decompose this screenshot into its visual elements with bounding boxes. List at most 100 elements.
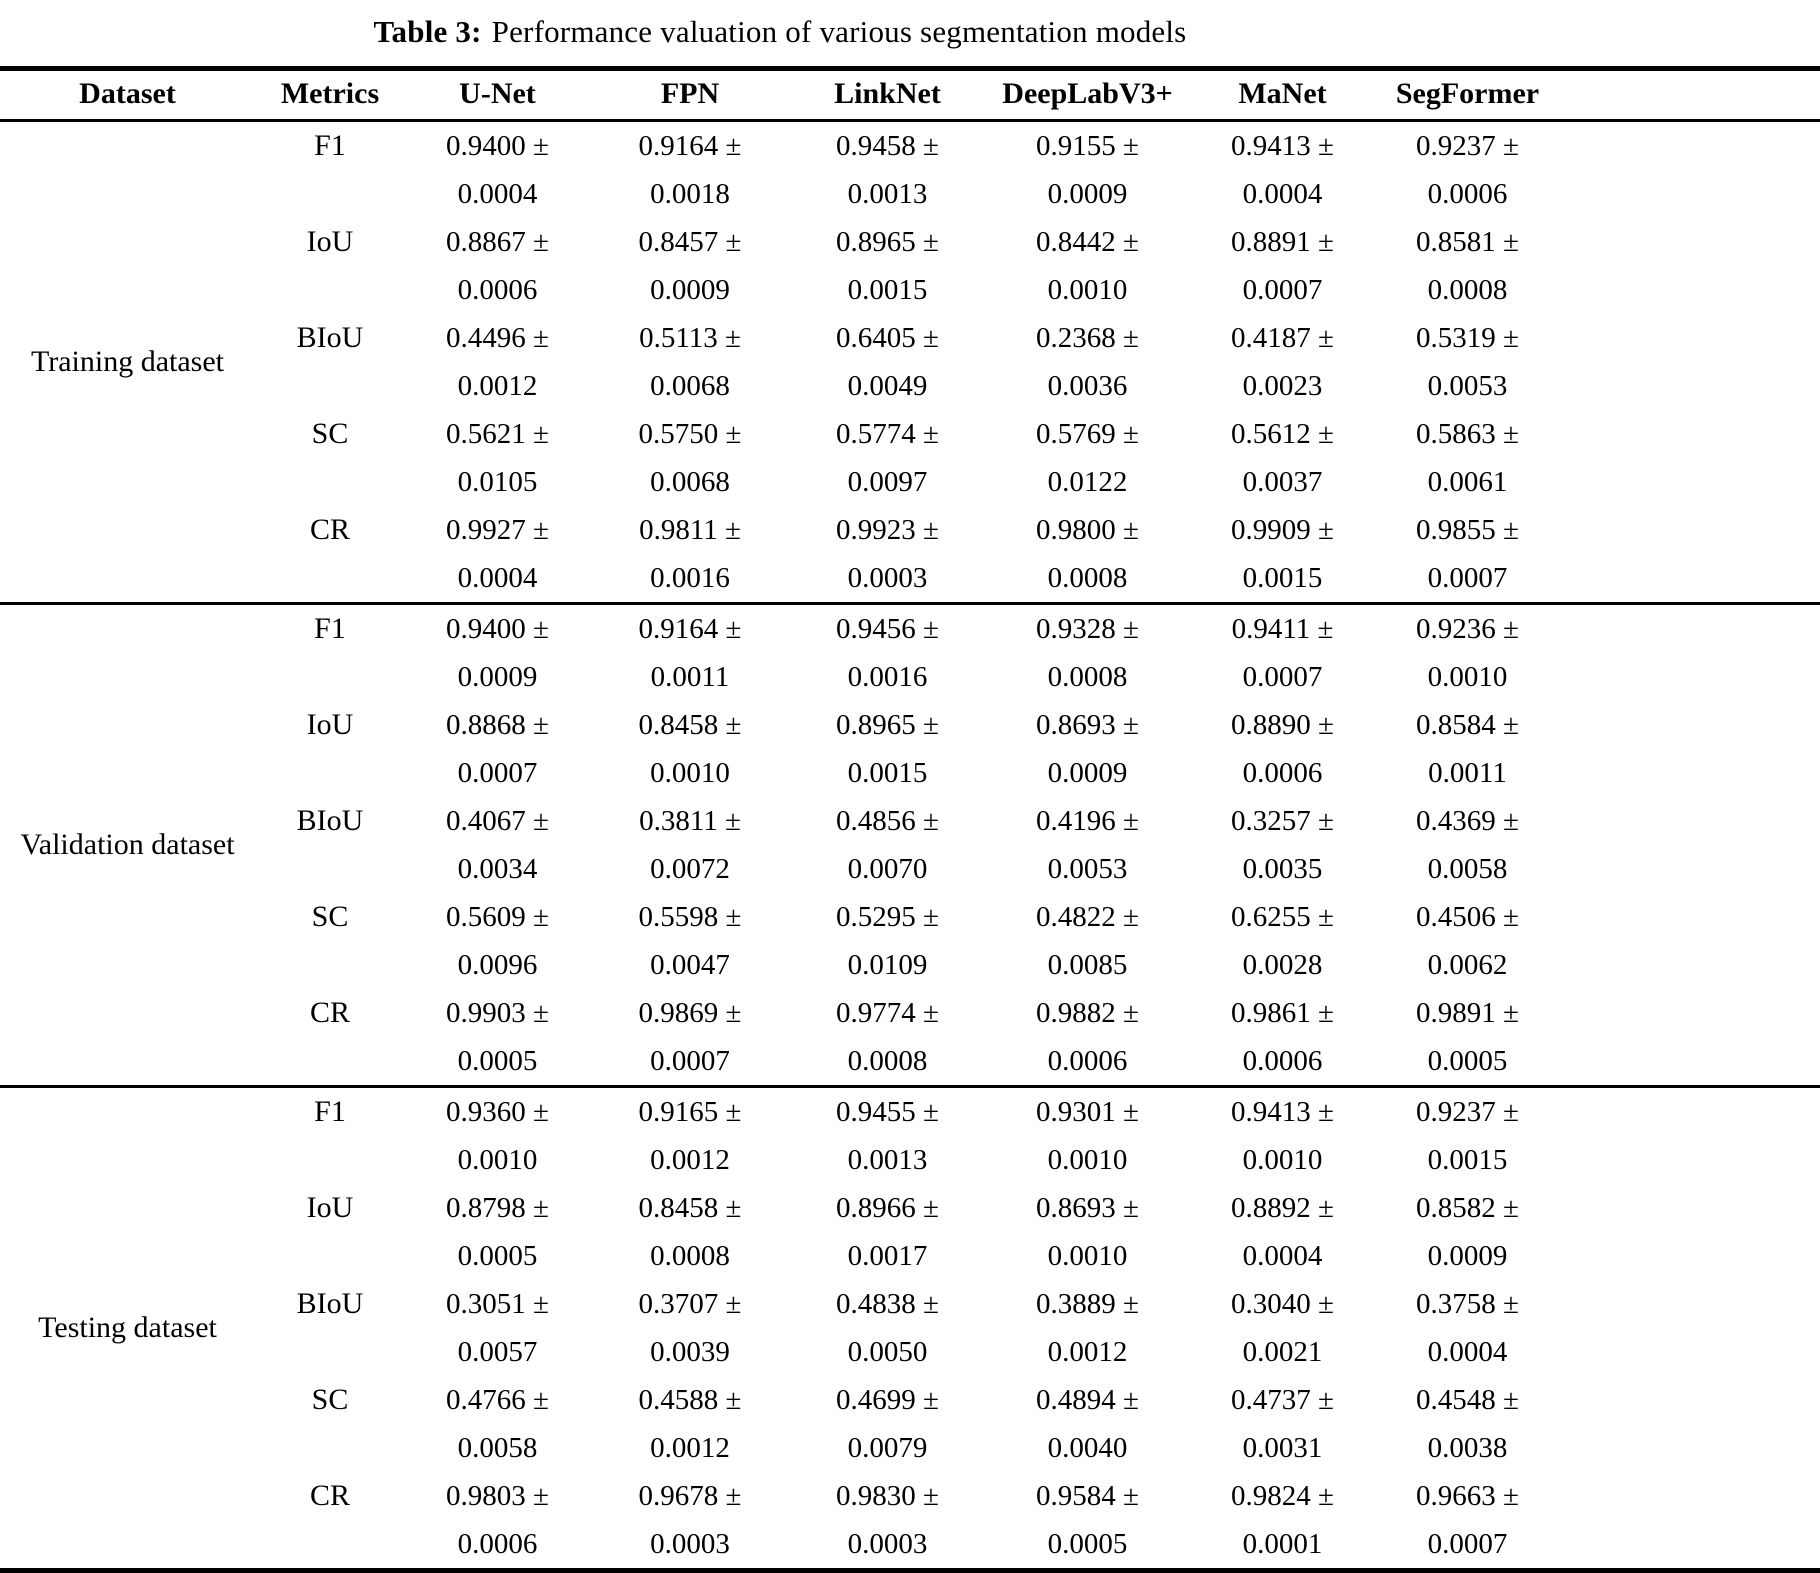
value-cell: 0.8966 ±0.0017 bbox=[790, 1184, 985, 1280]
value-line: 0.9400 ± bbox=[405, 122, 590, 170]
value-cell: 0.9861 ±0.0006 bbox=[1190, 989, 1375, 1087]
value-cell: 0.9774 ±0.0008 bbox=[790, 989, 985, 1087]
plus-minus-sign: ± bbox=[1318, 1096, 1334, 1128]
value-line: 0.9774 ± bbox=[790, 989, 985, 1037]
value-cell: 0.8457 ± 0.0009 bbox=[590, 218, 790, 314]
metric-value: 0.9882 bbox=[1036, 997, 1116, 1029]
metric-error: 0.0010 bbox=[650, 757, 730, 789]
plus-minus-sign: ± bbox=[725, 1384, 742, 1416]
value-line: 0.8798 ± bbox=[405, 1184, 590, 1232]
plus-minus-sign: ± bbox=[1503, 1192, 1519, 1224]
value-line: 0.8584 ± bbox=[1375, 701, 1560, 749]
metric-error: 0.0031 bbox=[1242, 1432, 1323, 1464]
metric-value: 0.4496 bbox=[446, 322, 526, 354]
value-cell: 0.5774 ±0.0097 bbox=[790, 410, 985, 506]
value-line: 0.8457 ± bbox=[590, 218, 790, 266]
plus-minus-sign: ± bbox=[923, 613, 939, 645]
table-row: CR 0.9803 ±0.0006 0.9678 ±0.0003 0.9830 ±0.… bbox=[0, 1472, 1820, 1571]
value-cell: 0.9923 ±0.0003 bbox=[790, 506, 985, 604]
value-cell: 0.9400 ± 0.0004 bbox=[405, 121, 590, 219]
value-cell: 0.9236 ±0.0010 bbox=[1375, 604, 1560, 702]
plus-minus-sign: ± bbox=[1317, 613, 1334, 645]
value-cell: 0.5609 ±0.0096 bbox=[405, 893, 590, 989]
metric-value: 0.4699 bbox=[836, 1384, 916, 1416]
plus-minus-sign: ± bbox=[725, 226, 742, 258]
metric-error: 0.0006 bbox=[1047, 1045, 1128, 1077]
metric-value: 0.8868 bbox=[446, 709, 526, 741]
metric-value: 0.4187 bbox=[1231, 322, 1311, 354]
metric-value: 0.9413 bbox=[1231, 1096, 1311, 1128]
spacer-cell bbox=[1560, 989, 1820, 1087]
table-row: CR 0.9903 ±0.0005 0.9869 ±0.0007 0.9774 ±0.… bbox=[0, 989, 1820, 1087]
metric-value: 0.9774 bbox=[836, 997, 916, 1029]
metric-value: 0.5863 bbox=[1416, 418, 1496, 450]
metric-error: 0.0012 bbox=[1047, 1336, 1128, 1368]
plus-minus-sign: ± bbox=[923, 1288, 939, 1320]
metric-error: 0.0009 bbox=[650, 274, 730, 306]
value-line: 0.8458 ± bbox=[590, 701, 790, 749]
metric-error: 0.0007 bbox=[650, 1045, 730, 1077]
metric-error: 0.0008 bbox=[1047, 661, 1128, 693]
value-line: 0.4067 ± bbox=[405, 797, 590, 845]
plus-minus-sign: ± bbox=[923, 226, 939, 258]
spacer-cell bbox=[1560, 1184, 1820, 1280]
metric-value: 0.8965 bbox=[836, 709, 916, 741]
metric-label: F1 bbox=[314, 1095, 346, 1128]
metric-error: 0.0008 bbox=[650, 1240, 730, 1272]
metric-error: 0.0001 bbox=[1242, 1528, 1323, 1560]
metric-error: 0.0050 bbox=[847, 1336, 928, 1368]
metric-value: 0.9400 bbox=[446, 130, 526, 162]
plus-minus-sign: ± bbox=[1318, 418, 1334, 450]
metric-value: 0.9678 bbox=[638, 1480, 719, 1512]
metric-error: 0.0013 bbox=[847, 1144, 928, 1176]
value-line: 0.9400 ± bbox=[405, 605, 590, 653]
value-cell: 0.5295 ±0.0109 bbox=[790, 893, 985, 989]
metric-error: 0.0010 bbox=[1047, 1240, 1128, 1272]
metric-label: BIoU bbox=[296, 1287, 364, 1320]
metric-value: 0.9869 bbox=[638, 997, 719, 1029]
value-line: 0.9861 ± bbox=[1190, 989, 1375, 1037]
metric-label: BIoU bbox=[296, 804, 364, 837]
metric-error: 0.0007 bbox=[1427, 1528, 1508, 1560]
metric-error: 0.0023 bbox=[1242, 370, 1323, 402]
value-cell: 0.4196 ±0.0053 bbox=[985, 797, 1190, 893]
metric-error: 0.0004 bbox=[457, 178, 538, 210]
plus-minus-sign: ± bbox=[533, 805, 549, 837]
metric-value: 0.9237 bbox=[1416, 130, 1496, 162]
metric-label: SC bbox=[311, 417, 349, 450]
value-line: 0.9237 ± bbox=[1375, 122, 1560, 170]
plus-minus-sign: ± bbox=[725, 997, 742, 1029]
plus-minus-sign: ± bbox=[725, 130, 742, 162]
value-cell: 0.9165 ±0.0012 bbox=[590, 1087, 790, 1185]
value-cell: 0.8892 ±0.0004 bbox=[1190, 1184, 1375, 1280]
plus-minus-sign: ± bbox=[923, 1192, 939, 1224]
metric-value: 0.9458 bbox=[836, 130, 916, 162]
value-cell: 0.9678 ±0.0003 bbox=[590, 1472, 790, 1571]
metric-error: 0.0013 bbox=[847, 178, 928, 210]
metric-error: 0.0003 bbox=[650, 1528, 730, 1560]
spacer-cell bbox=[1560, 218, 1820, 314]
metric-error: 0.0015 bbox=[847, 274, 928, 306]
plus-minus-sign: ± bbox=[1503, 514, 1519, 546]
metric-value: 0.3889 bbox=[1036, 1288, 1116, 1320]
value-cell: 0.4369 ±0.0058 bbox=[1375, 797, 1560, 893]
metric-error: 0.0068 bbox=[650, 466, 730, 498]
plus-minus-sign: ± bbox=[1123, 613, 1139, 645]
metric-value: 0.4894 bbox=[1036, 1384, 1116, 1416]
column-header-segformer: SegFormer bbox=[1395, 77, 1540, 110]
metric-value: 0.9584 bbox=[1036, 1480, 1116, 1512]
plus-minus-sign: ± bbox=[533, 1480, 549, 1512]
metric-value: 0.6255 bbox=[1231, 901, 1311, 933]
metric-error: 0.0006 bbox=[457, 1528, 538, 1560]
metric-value: 0.9360 bbox=[446, 1096, 526, 1128]
value-line: 0.8581 ± bbox=[1375, 218, 1560, 266]
plus-minus-sign: ± bbox=[923, 418, 939, 450]
value-cell: 0.9830 ±0.0003 bbox=[790, 1472, 985, 1571]
plus-minus-sign: ± bbox=[923, 1480, 939, 1512]
plus-minus-sign: ± bbox=[533, 418, 549, 450]
metric-value: 0.9803 bbox=[446, 1480, 526, 1512]
metric-error: 0.0038 bbox=[1427, 1432, 1508, 1464]
value-line: 0.2368 ± bbox=[985, 314, 1190, 362]
value-line: 0.9164 ± bbox=[590, 605, 790, 653]
